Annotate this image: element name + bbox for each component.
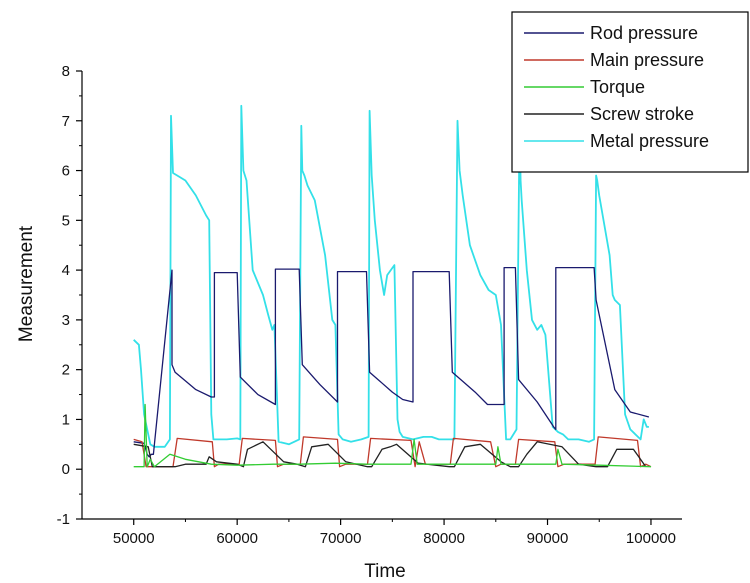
x-tick-label: 80000 <box>423 530 465 547</box>
legend[interactable]: Rod pressure Main pressure Torque Screw str… <box>511 11 749 173</box>
series-line-torque <box>133 403 652 468</box>
y-tick-label: -1 <box>57 511 70 528</box>
x-tick-label: 70000 <box>320 530 362 547</box>
legend-label: Metal pressure <box>590 131 709 151</box>
x-tick-label: 100000 <box>626 530 676 547</box>
y-tick-label: 4 <box>62 262 70 279</box>
y-tick-label: 7 <box>62 113 70 130</box>
series-line-rod-pressure <box>133 266 650 458</box>
y-tick-label: 8 <box>62 63 70 80</box>
y-tick-label: 1 <box>62 411 70 428</box>
series-line-main-pressure <box>133 436 652 468</box>
y-tick-label: 3 <box>62 312 70 329</box>
y-tick-label: 0 <box>62 461 70 478</box>
x-axis-title: Time <box>364 561 406 582</box>
x-tick-label: 90000 <box>527 530 569 547</box>
plot-area <box>133 104 652 468</box>
legend-label: Torque <box>590 77 645 97</box>
axes: -1 0 1 2 3 4 5 6 7 8 50000 60000 70000 80000 90000 1000… <box>57 63 682 547</box>
x-tick-label: 50000 <box>113 530 155 547</box>
legend-label: Screw stroke <box>590 104 694 124</box>
series-line-metal-pressure <box>133 104 649 448</box>
legend-label: Rod pressure <box>590 23 698 43</box>
y-axis-title: Measurement <box>16 225 37 342</box>
legend-label: Main pressure <box>590 50 704 70</box>
y-tick-label: 6 <box>62 163 70 180</box>
y-tick-label: 5 <box>62 212 70 229</box>
legend-box <box>511 11 749 173</box>
series-line-screw-stroke <box>133 441 647 468</box>
x-tick-label: 60000 <box>216 530 258 547</box>
y-tick-label: 2 <box>62 362 70 379</box>
